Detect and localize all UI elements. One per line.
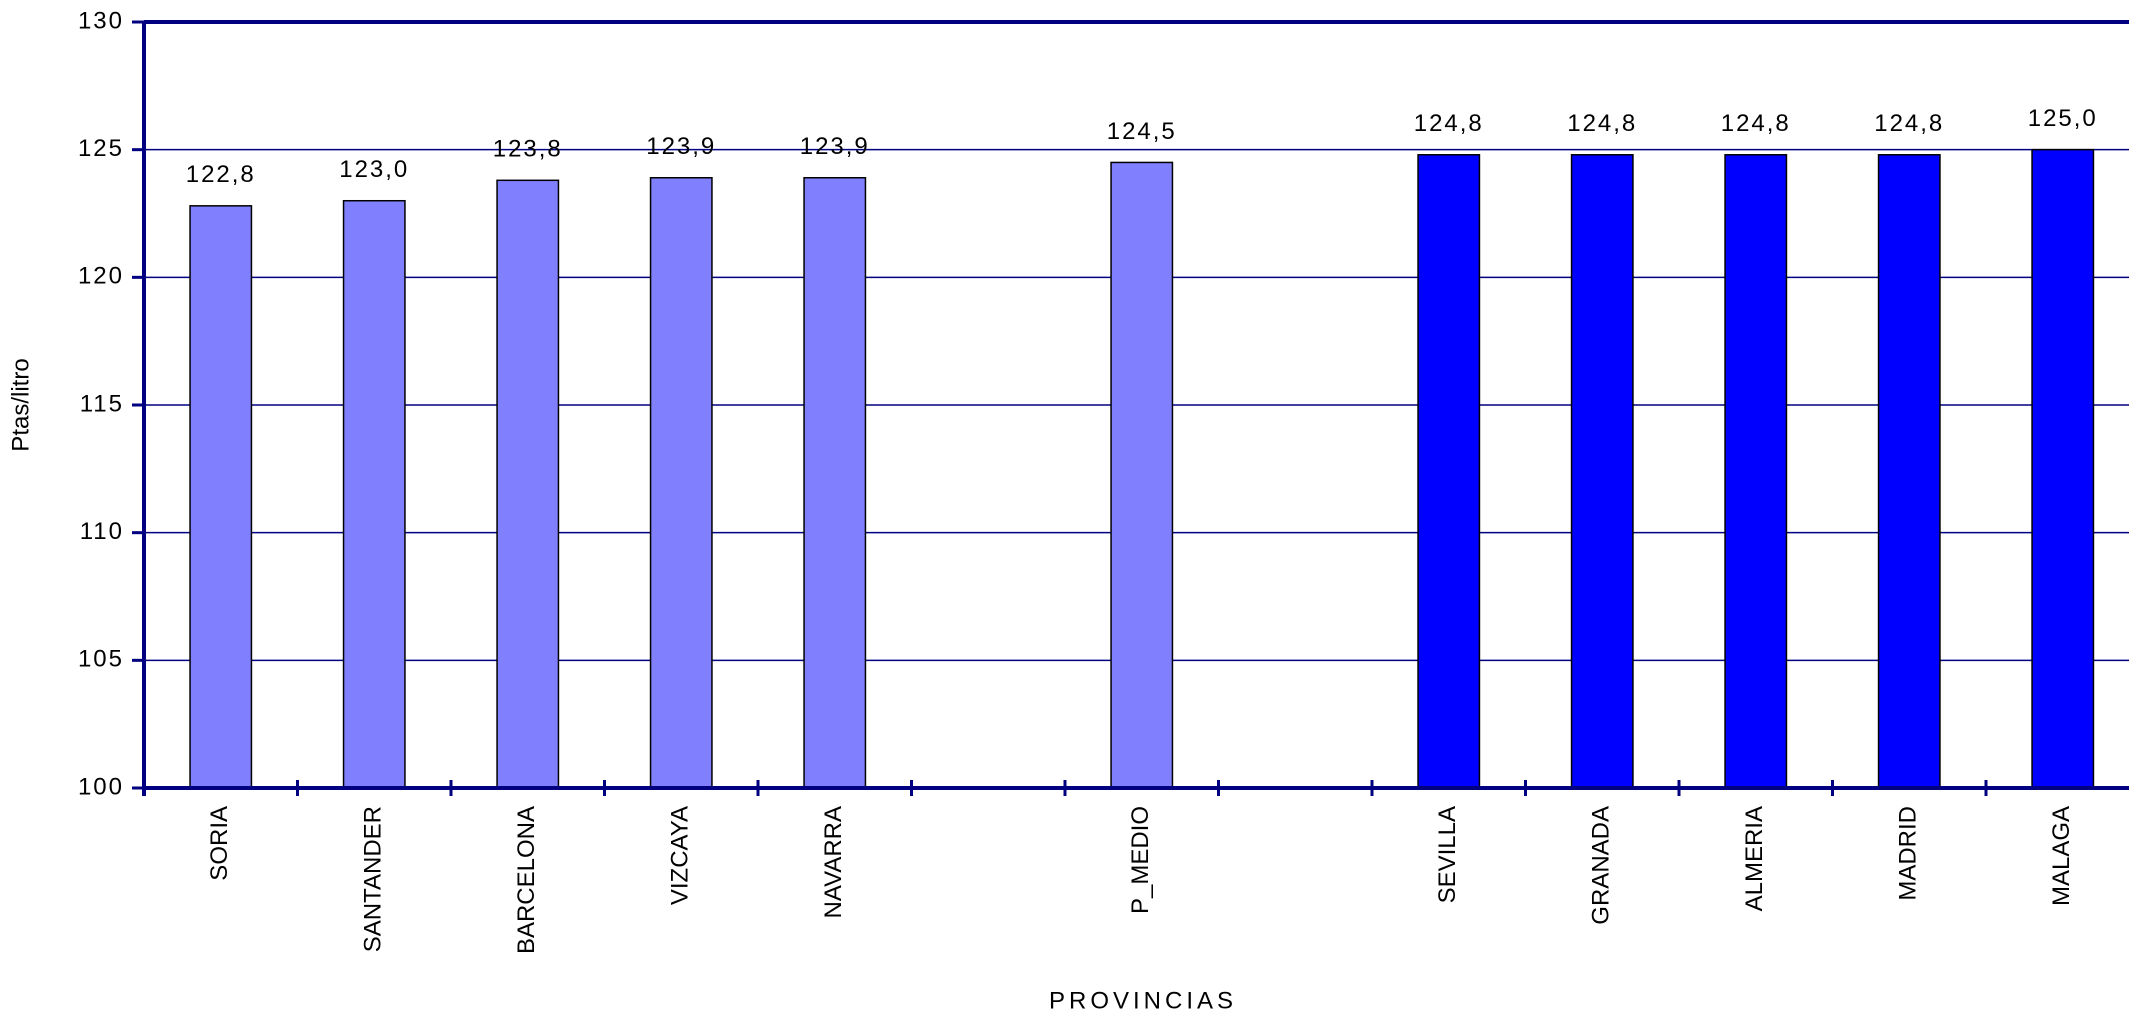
value-label: 123,9	[646, 133, 716, 160]
bar	[1724, 154, 1788, 789]
x-tick-label: SEVILLA	[1434, 806, 1461, 903]
x-tick-label: SANTANDER	[360, 806, 387, 952]
bar	[2031, 148, 2095, 789]
bar	[342, 199, 406, 789]
x-tick-label: MALAGA	[2048, 806, 2075, 906]
value-label: 123,0	[339, 156, 409, 183]
y-tick-label: 120	[78, 263, 124, 290]
x-axis-label: PROVINCIAS	[1049, 987, 1237, 1014]
x-tick-label: BARCELONA	[513, 806, 540, 954]
bar	[1570, 154, 1634, 789]
bar	[496, 179, 560, 789]
bar	[803, 177, 867, 789]
x-tick-label: P_MEDIO	[1127, 806, 1154, 914]
x-tick-label: NAVARRA	[820, 806, 847, 918]
value-label: 125,0	[2028, 105, 2098, 132]
bar	[189, 205, 253, 789]
x-tick-label: VIZCAYA	[667, 806, 694, 905]
x-tick-label: SORIA	[206, 806, 233, 881]
y-tick-label: 115	[80, 390, 124, 417]
value-label: 124,8	[1414, 110, 1484, 137]
value-label: 124,8	[1874, 110, 1944, 137]
x-tick-label: MADRID	[1895, 806, 1922, 901]
y-tick-label: 105	[78, 646, 124, 673]
y-tick-label: 125	[78, 135, 124, 162]
y-axis-label: Ptas/litro	[7, 358, 34, 451]
y-tick-label: 130	[78, 7, 124, 34]
value-label: 124,8	[1721, 110, 1791, 137]
x-tick-label: ALMERIA	[1741, 806, 1768, 911]
bar	[649, 177, 713, 789]
bar	[1417, 154, 1481, 789]
y-tick-label: 100	[78, 773, 124, 800]
value-label: 124,8	[1567, 110, 1637, 137]
x-tick-label: GRANADA	[1588, 806, 1615, 925]
bar	[1877, 154, 1941, 789]
value-label: 123,9	[800, 133, 870, 160]
y-tick-label: 110	[80, 518, 124, 545]
value-label: 124,5	[1107, 118, 1177, 145]
value-label: 122,8	[186, 161, 256, 188]
bar	[1110, 161, 1174, 789]
value-label: 123,8	[493, 136, 563, 163]
